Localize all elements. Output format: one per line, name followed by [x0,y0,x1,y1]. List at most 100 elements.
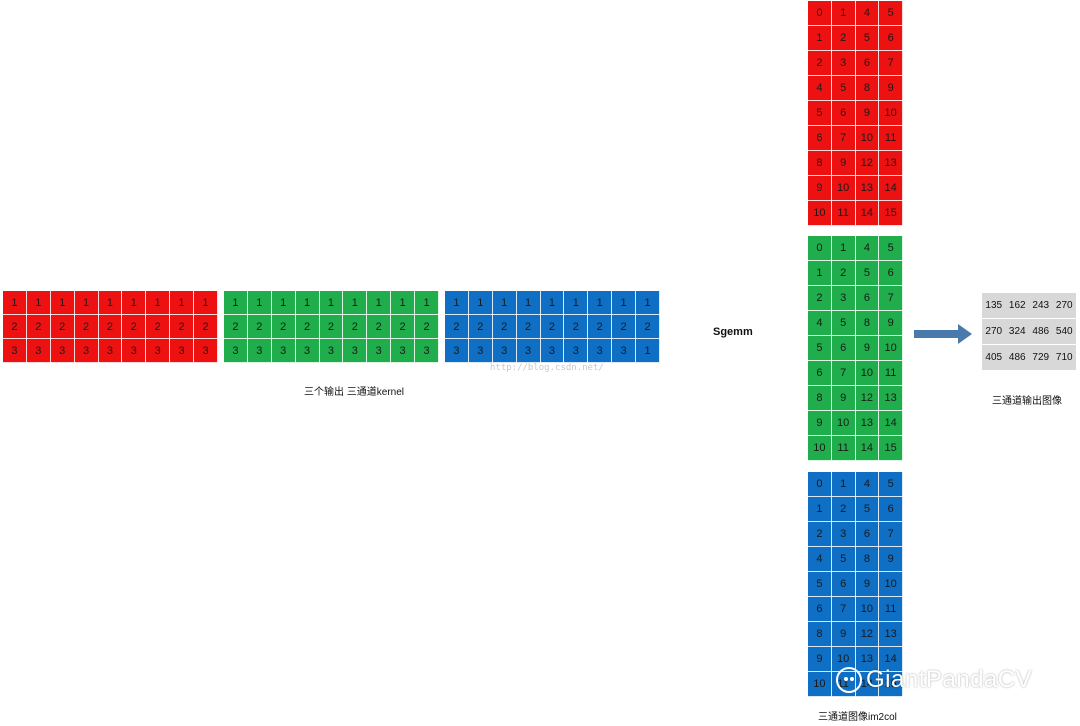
kernel-cell: 3 [49,338,75,363]
im2col-cell: 6 [878,260,903,286]
im2col-cell: 2 [807,285,832,311]
im2col-cell: 4 [807,75,832,101]
output-cell: 729 [1029,344,1053,371]
kernel-cell: 1 [193,290,218,315]
output-matrix: 135 162 243 270 270 324 486 540 405 486 729 710 [982,293,1076,371]
kernel-cell: 1 [587,290,613,315]
kernel-cell: 2 [121,314,147,339]
im2col-cell: 14 [878,646,903,672]
output-cell: 270 [982,318,1006,345]
kernel-cell: 2 [25,314,51,339]
im2col-cell: 1 [807,496,832,522]
im2col-cell: 2 [807,50,832,76]
im2col-cell: 5 [807,100,832,126]
im2col-caption: 三通道图像im2col [818,712,897,723]
watermark-url: http://blog.csdn.net/ [490,363,604,373]
im2col-row: 8 9 12 13 [807,385,903,411]
kernel-cell: 2 [587,314,613,339]
im2col-cell: 1 [830,471,856,497]
kernel-cell: 3 [121,338,147,363]
im2col-cell: 11 [878,596,903,622]
kernel-cell: 3 [342,338,368,363]
kernel-cell: 3 [539,338,565,363]
im2col-cell: 1 [807,260,832,286]
output-cell: 405 [982,344,1006,371]
im2col-cell: 0 [807,235,832,261]
kernel-cell: 2 [611,314,636,339]
im2col-cell: 3 [830,521,856,547]
kernel-cell: 2 [390,314,415,339]
im2col-cell: 6 [854,50,880,76]
kernel-cell: 2 [73,314,99,339]
im2col-cell: 10 [878,100,903,126]
im2col-cell: 14 [854,435,880,461]
im2col-cell: 15 [878,671,903,697]
im2col-cell: 9 [878,546,903,572]
kernel-cell: 1 [145,290,171,315]
kernel-cell: 3 [491,338,517,363]
kernel-cell: 2 [342,314,368,339]
im2col-cell: 12 [854,385,880,411]
kernel-cell: 2 [539,314,565,339]
im2col-row: 9 10 13 14 [807,646,903,672]
im2col-cell: 4 [854,235,880,261]
output-cell: 135 [982,293,1006,319]
kernel-cell: 2 [366,314,392,339]
output-cell: 540 [1052,318,1076,345]
kernel-cell: 1 [390,290,415,315]
output-cell: 324 [1005,318,1029,345]
im2col-cell: 11 [878,125,903,151]
kernel-cell: 1 [515,290,541,315]
im2col-cell: 10 [807,200,832,226]
sgemm-label: Sgemm [713,326,753,338]
kernel-cell: 3 [223,338,248,363]
im2col-cell: 8 [807,385,832,411]
im2col-cell: 10 [830,175,856,201]
im2col-cell: 6 [854,521,880,547]
im2col-cell: 8 [854,75,880,101]
im2col-cell: 13 [878,621,903,647]
im2col-cell: 10 [807,671,832,697]
kernel-cell: 1 [169,290,194,315]
kernel-cell: 3 [390,338,415,363]
kernel-cell: 3 [467,338,493,363]
kernel-cell: 3 [270,338,296,363]
im2col-cell: 6 [854,285,880,311]
im2col-cell: 7 [830,125,856,151]
kernel-cell: 2 [49,314,75,339]
kernel-cell: 3 [587,338,613,363]
im2col-cell: 10 [830,410,856,436]
kernel-cell: 2 [563,314,589,339]
im2col-cell: 1 [830,0,856,26]
im2col-cell: 10 [878,571,903,597]
kernel-cell: 3 [73,338,99,363]
kernel-cell: 3 [25,338,51,363]
kernel-cell: 1 [73,290,99,315]
green-im2col-block: 0 1 4 5 1 2 5 6 2 3 6 7 4 5 8 9 5 6 9 10 6 7 10 11 8 9 12 13 9 10 13 14… [807,235,903,461]
im2col-cell: 5 [830,75,856,101]
im2col-cell: 4 [807,310,832,336]
im2col-cell: 9 [830,385,856,411]
kernel-cell: 3 [366,338,392,363]
output-cell: 243 [1029,293,1053,319]
im2col-row: 9 10 13 14 [807,175,903,201]
output-row: 405 486 729 710 [982,344,1076,371]
im2col-cell: 1 [830,235,856,261]
im2col-row: 9 10 13 14 [807,410,903,436]
im2col-cell: 9 [807,410,832,436]
im2col-cell: 10 [878,335,903,361]
kernel-cell: 1 [414,290,439,315]
im2col-cell: 13 [854,410,880,436]
kernel-cell: 2 [414,314,439,339]
kernel-cell: 1 [611,290,636,315]
kernel-cell: 1 [246,290,272,315]
im2col-cell: 14 [854,200,880,226]
kernel-cell: 3 [563,338,589,363]
kernel-cell: 3 [246,338,272,363]
im2col-cell: 13 [854,175,880,201]
